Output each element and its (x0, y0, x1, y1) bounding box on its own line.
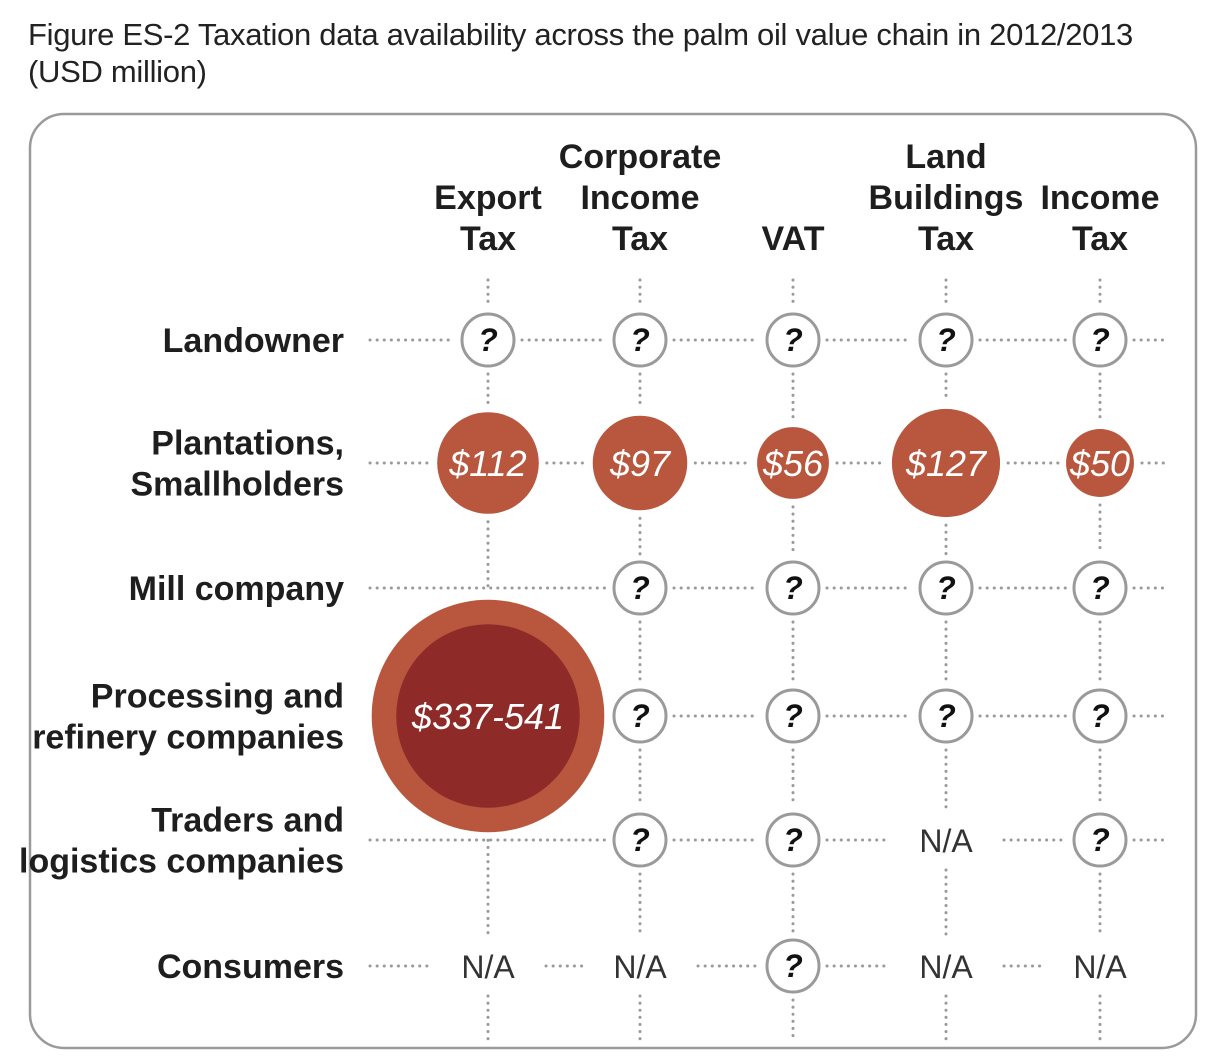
unknown-marker (918, 312, 974, 368)
unknown-marker (918, 688, 974, 744)
row-label: Consumers (157, 948, 344, 986)
column-header-label: Tax (1072, 220, 1128, 258)
unknown-marker (612, 312, 668, 368)
diagram-frame (28, 112, 1198, 1050)
column-header-label: Export (434, 179, 542, 217)
unknown-mark: ? (783, 698, 803, 734)
unknown-mark: ? (1090, 322, 1110, 358)
column-header-label: Land (905, 138, 986, 176)
column-header-label: Tax (612, 220, 668, 258)
column-header-label: Buildings (869, 179, 1024, 217)
unknown-marker (918, 560, 974, 616)
na-label: N/A (613, 949, 667, 985)
row-label: Landowner (163, 322, 344, 360)
unknown-mark: ? (936, 698, 956, 734)
cells: ???? ? $112 $97 $56 $127 $50??? ? $337-541??????… (371, 312, 1134, 994)
unknown-marker (1072, 560, 1128, 616)
figure-caption: Figure ES-2 Taxation data availability a… (28, 17, 1133, 89)
unknown-mark: ? (630, 822, 650, 858)
unknown-marker (1072, 688, 1128, 744)
value-bubble (891, 408, 1001, 518)
unknown-mark: ? (1090, 698, 1110, 734)
value-label: $112 (448, 443, 526, 484)
column-header-label: Tax (460, 220, 516, 258)
range-label: $337-541 (411, 696, 564, 737)
column-header-label: Income (1040, 179, 1159, 217)
unknown-mark: ? (630, 570, 650, 606)
unknown-mark: ? (936, 322, 956, 358)
value-label: $127 (905, 443, 988, 484)
unknown-mark: ? (1090, 570, 1110, 606)
unknown-marker (1072, 312, 1128, 368)
unknown-marker (765, 938, 821, 994)
unknown-marker (765, 688, 821, 744)
unknown-mark: ? (478, 322, 498, 358)
column-header-label: Tax (918, 220, 974, 258)
row-label: refinery companies (32, 719, 344, 757)
value-label: $50 (1069, 443, 1130, 484)
value-bubble (592, 415, 688, 511)
value-label: $97 (609, 443, 672, 484)
unknown-marker (612, 688, 668, 744)
unknown-marker (460, 312, 516, 368)
row-label: Plantations, (151, 425, 344, 463)
row-label: Processing and (91, 678, 344, 716)
column-header-label: VAT (762, 220, 825, 258)
unknown-mark: ? (783, 822, 803, 858)
unknown-marker (1072, 812, 1128, 868)
unknown-marker (765, 312, 821, 368)
unknown-marker (765, 812, 821, 868)
column-header-label: Corporate (559, 138, 721, 176)
na-label: N/A (461, 949, 515, 985)
row-label: Smallholders (130, 466, 344, 504)
value-bubble (437, 412, 539, 514)
range-bubble-min (396, 624, 580, 808)
row-label: Traders and (151, 802, 344, 840)
unknown-marker (612, 560, 668, 616)
na-label: N/A (1073, 949, 1127, 985)
value-bubble (1066, 429, 1134, 497)
row-labels: Landowner Plantations,Smallholders Mill co… (19, 322, 344, 986)
unknown-mark: ? (783, 570, 803, 606)
value-bubble (757, 427, 829, 499)
unknown-mark: ? (783, 322, 803, 358)
na-label: N/A (919, 823, 973, 859)
unknown-mark: ? (783, 948, 803, 984)
unknown-mark: ? (936, 570, 956, 606)
row-label: Mill company (129, 570, 344, 608)
unknown-mark: ? (630, 322, 650, 358)
row-label: logistics companies (19, 843, 344, 881)
grid-lines (368, 278, 1168, 1042)
na-label: N/A (919, 949, 973, 985)
column-header-label: Income (580, 179, 699, 217)
unknown-mark: ? (1090, 822, 1110, 858)
unknown-marker (765, 560, 821, 616)
unknown-mark: ? (630, 698, 650, 734)
value-label: $56 (762, 443, 824, 484)
unknown-marker (612, 812, 668, 868)
